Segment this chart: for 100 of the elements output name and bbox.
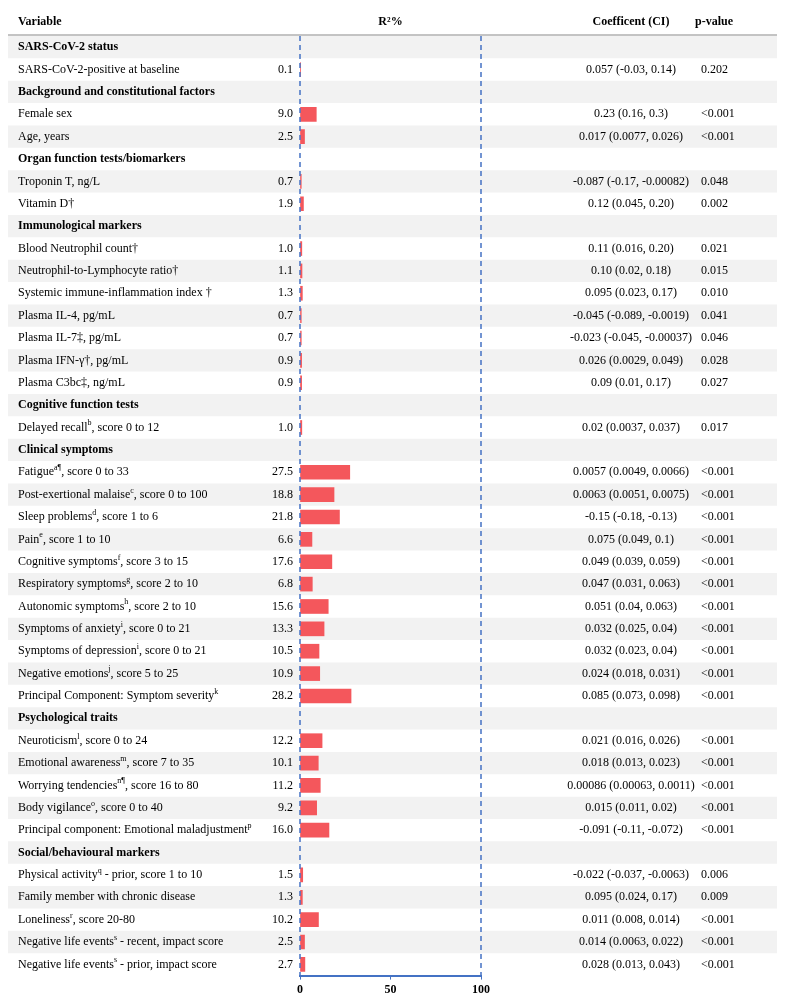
text: <0.001	[701, 531, 735, 546]
text: 0.11 (0.016, 0.20)	[588, 240, 674, 255]
text: 0.017 (0.0077, 0.026)	[579, 128, 683, 143]
text: -0.022 (-0.037, -0.0063)	[573, 867, 689, 882]
x-tick-label: 50	[384, 981, 397, 996]
data-label: 10.9	[272, 665, 293, 680]
text: 0.026 (0.0029, 0.049)	[579, 352, 683, 367]
data-label: 9.0	[278, 106, 293, 121]
text: 0.021	[701, 240, 728, 255]
y-tick-label: Age, years	[18, 128, 70, 143]
text: <0.001	[701, 822, 735, 837]
text: <0.001	[701, 755, 735, 770]
text: 0.032 (0.023, 0.04)	[585, 643, 677, 658]
y-tick-label: Organ function tests/biomarkers	[18, 151, 186, 166]
data-label: 1.0	[278, 240, 293, 255]
y-tick-label: Neutrophil-to-Lymphocyte ratio†	[18, 263, 179, 278]
text: 0.028	[701, 352, 728, 367]
text: <0.001	[701, 665, 735, 680]
y-tick-label: Blood Neutrophil count†	[18, 240, 138, 255]
data-label: 1.3	[278, 285, 293, 300]
text: <0.001	[701, 688, 735, 703]
data-label: 0.9	[278, 374, 293, 389]
text: 0.075 (0.049, 0.1)	[588, 531, 674, 546]
text: 0.048	[701, 173, 728, 188]
data-label: 2.7	[278, 956, 293, 971]
y-tick-label: Systemic immune-inflammation index †	[18, 285, 212, 300]
data-label: 16.0	[272, 822, 293, 837]
data-label: 27.5	[272, 464, 293, 479]
data-label: 1.0	[278, 419, 293, 434]
x-tick-label: 0	[297, 981, 303, 996]
text: <0.001	[701, 486, 735, 501]
data-label: 9.2	[278, 799, 293, 814]
text: <0.001	[701, 553, 735, 568]
text: 0.00086 (0.00063, 0.0011)	[567, 777, 695, 792]
text: Variable	[18, 14, 63, 29]
data-label: 21.8	[272, 509, 293, 524]
text: 0.032 (0.025, 0.04)	[585, 621, 677, 635]
text: 0.002	[701, 195, 728, 210]
data-label: 0.1	[278, 61, 293, 76]
data-label: 1.9	[278, 195, 293, 210]
data-label: 0.7	[278, 173, 293, 188]
text: <0.001	[701, 643, 735, 658]
text: 0.0063 (0.0051, 0.0075)	[573, 486, 689, 501]
text: 0.02 (0.0037, 0.037)	[582, 419, 680, 434]
text: <0.001	[701, 621, 735, 635]
text: 0.046	[701, 330, 728, 345]
data-label: 10.1	[272, 755, 293, 770]
data-label: 18.8	[272, 486, 293, 501]
text: <0.001	[701, 732, 735, 747]
data-label: 6.6	[278, 531, 293, 546]
text: <0.001	[701, 464, 735, 479]
text: 0.09 (0.01, 0.17)	[591, 374, 671, 389]
text: 0.202	[701, 61, 728, 76]
data-label: 2.5	[278, 128, 293, 143]
y-tick-label: Vitamin D†	[18, 195, 75, 210]
data-label: 0.7	[278, 330, 293, 345]
y-tick-label: Female sex	[18, 106, 73, 121]
y-tick-label: Social/behavioural markers	[18, 844, 160, 859]
text: 0.057 (-0.03, 0.14)	[586, 61, 677, 76]
data-label: 1.1	[278, 263, 293, 278]
text: 0.015	[701, 263, 728, 278]
y-tick-label: Family member with chronic disease	[18, 889, 196, 904]
data-label: 10.5	[272, 643, 293, 658]
text: R²%	[378, 14, 403, 29]
text: p-value	[695, 14, 734, 29]
text: 0.041	[701, 307, 728, 322]
text: 0.006	[701, 867, 728, 882]
y-tick-label: SARS-CoV-2-positive at baseline	[18, 61, 180, 76]
text: <0.001	[701, 598, 735, 613]
data-label: 17.6	[272, 553, 293, 568]
y-tick-label: SARS-CoV-2 status	[18, 39, 119, 54]
text: 0.017	[701, 419, 728, 434]
data-label: 15.6	[272, 598, 293, 613]
text: 0.027	[701, 374, 728, 389]
text: 0.018 (0.013, 0.023)	[582, 755, 680, 770]
text: <0.001	[701, 128, 735, 143]
text: <0.001	[701, 799, 735, 814]
text: 0.095 (0.023, 0.17)	[585, 285, 677, 300]
text: -0.023 (-0.045, -0.00037)	[570, 330, 692, 345]
text: -0.045 (-0.089, -0.0019)	[573, 307, 689, 322]
y-tick-label: Plasma IL-4, pg/mL	[18, 307, 115, 322]
data-label: 0.9	[278, 352, 293, 367]
y-tick-label: Plasma IFN-γ†, pg/mL	[18, 352, 129, 367]
y-tick-label: Immunological markers	[18, 218, 142, 233]
y-tick-label: Clinical symptoms	[18, 441, 114, 456]
text: 0.23 (0.16, 0.3)	[594, 106, 668, 121]
text: -0.087 (-0.17, -0.00082)	[573, 173, 689, 188]
data-label: 12.2	[272, 732, 293, 747]
data-label: 11.2	[272, 777, 294, 792]
y-tick-label: Troponin T, ng/L	[18, 173, 101, 188]
y-tick-label: Plasma C3bc‡, ng/mL	[18, 374, 125, 389]
data-label: 0.7	[278, 307, 293, 322]
text: 0.028 (0.013, 0.043)	[582, 956, 680, 971]
y-tick-label: Background and constitutional factors	[18, 84, 216, 99]
text: 0.021 (0.016, 0.026)	[582, 732, 680, 747]
data-label: 2.5	[278, 934, 293, 949]
data-label: 13.3	[272, 621, 293, 635]
text: 0.015 (0.011, 0.02)	[585, 799, 677, 814]
text: 0.049 (0.039, 0.059)	[582, 553, 680, 568]
text: 0.10 (0.02, 0.18)	[591, 263, 671, 278]
